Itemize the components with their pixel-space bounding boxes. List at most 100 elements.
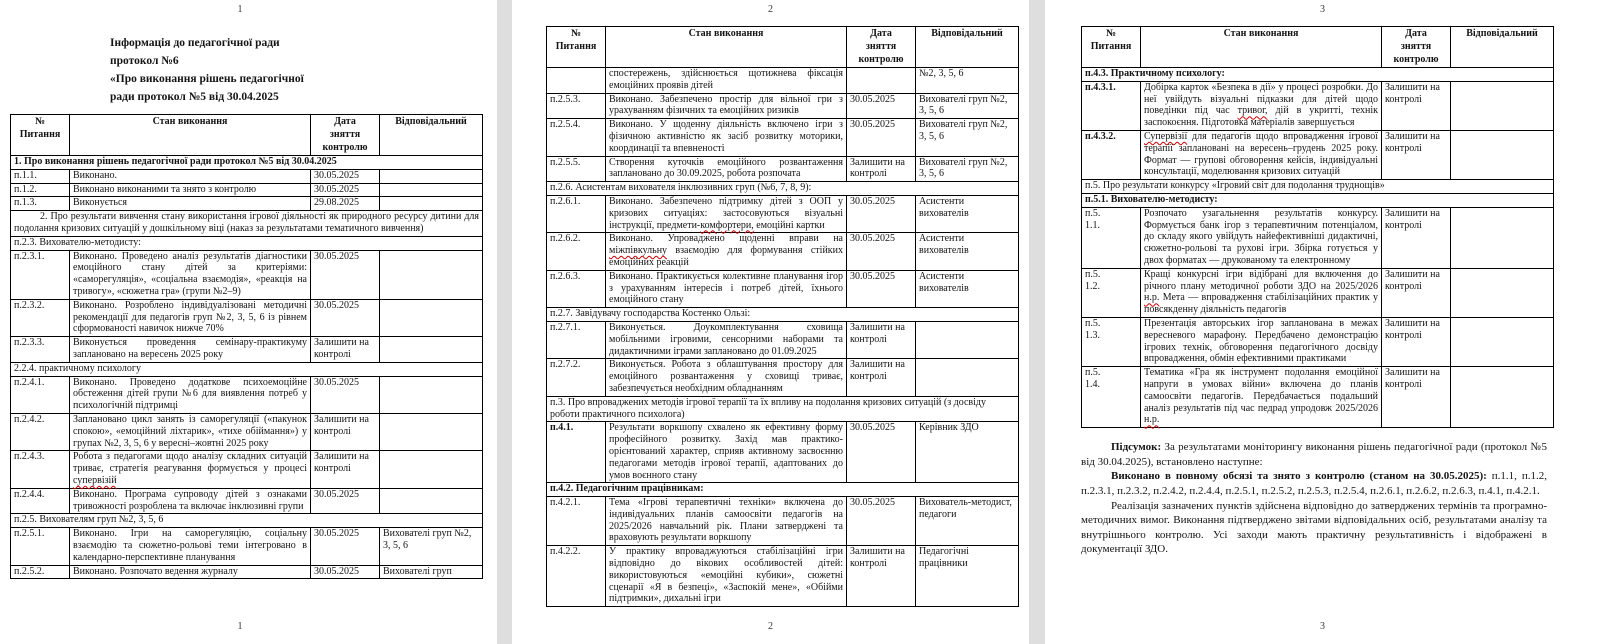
responsible-cell: Асистенти вихователів <box>915 269 1019 309</box>
status-cell: Виконано. Розроблено індивідуалізовані м… <box>69 298 311 338</box>
table-row: п.2.3.1. Виконано. Проведено аналіз резул… <box>10 249 483 300</box>
table-row: п.1.1. Виконано. 30.05.2025 <box>10 168 483 184</box>
text-segment: Презентація авторських ігор запланована … <box>1144 317 1378 365</box>
date-cell: Залишити на контролі <box>1381 80 1451 131</box>
text-segment: Виконано. Ігри на саморегуляцію, соціаль… <box>73 528 307 563</box>
page-number-header: 2 <box>768 4 773 15</box>
status-cell: Виконується. Робота з облаштування прост… <box>605 358 847 397</box>
item-number-cell: п.2.3.3. <box>10 336 70 363</box>
table-row: п.4.2.1. Тема «Ігрові терапевтичні технік… <box>546 496 1019 547</box>
section-title-cell: 1. Про виконання рішень педагогічної рад… <box>10 155 483 170</box>
text-segment: комфортери, <box>700 219 754 231</box>
section-title-cell: 2.2.4. практичному психологу <box>10 361 483 377</box>
table-row: п.2.4.4. Виконано. Програма супроводу діт… <box>10 487 483 515</box>
item-number-cell: п.2.4.1. <box>10 375 70 414</box>
item-number-cell: п.2.5.4. <box>546 118 606 157</box>
table-row: п.2.4.3. Робота з педагогами щодо аналізу… <box>10 450 483 489</box>
responsible-cell: Педагогічні працівники <box>915 545 1019 608</box>
item-number-cell: п.2.3.1. <box>10 249 70 300</box>
table-row: п.4.3.1. Добірка карток «Безпека в дії» у… <box>1081 80 1554 131</box>
table-row: п.4.3.2. Супервізії для педагогів щодо вп… <box>1081 129 1554 181</box>
date-cell <box>846 67 916 94</box>
text-segment: Виконано. Проведено додаткове психоемоці… <box>73 376 307 412</box>
page-number-header: 3 <box>1320 4 1325 15</box>
title-line: протокол №6 <box>110 55 179 67</box>
text-segment: Виконується. Доукомплектування сховища м… <box>609 321 843 357</box>
text-segment: Виконано. Забезпечено простір для вільно… <box>609 93 843 117</box>
responsible-cell: Вихователі груп <box>379 564 483 580</box>
section-row: п.2.3. Вихователю-методисту: <box>10 235 483 251</box>
status-cell: Виконується <box>69 196 311 212</box>
table-row: п.2.5.3. Виконано. Забезпечено простір дл… <box>546 92 1019 120</box>
text-segment: Виконується. Робота з облаштування прост… <box>609 359 843 394</box>
item-number-cell: п.2.3.2. <box>10 298 70 338</box>
responsible-cell <box>379 487 483 515</box>
item-number-cell: п.2.6.1. <box>546 194 606 234</box>
section-title-cell: п.2.7. Завідувачу господарства Костенко … <box>546 307 1019 322</box>
table-row: п.4.1. Результати воркшопу схвалено як еф… <box>546 421 1019 484</box>
page-number-footer: 3 <box>1320 621 1325 632</box>
responsible-cell <box>1450 366 1554 429</box>
column-header: № Питання <box>10 114 70 156</box>
section-row: 2. Про результати вивчення стану викорис… <box>10 210 483 237</box>
column-header: Дата зняття контролю <box>1381 26 1451 68</box>
table-row: п.2.4.1. Виконано. Проведено додаткове пс… <box>10 375 483 414</box>
responsible-cell <box>1450 206 1554 269</box>
status-cell: Виконано. Упроваджено щоденні вправи на … <box>605 232 847 271</box>
responsible-cell <box>379 336 483 363</box>
table-row: п.5. 1.2. Кращі конкурсні ігри відібрані … <box>1081 267 1554 318</box>
date-cell: Залишити на контролі <box>846 320 916 360</box>
summary-paragraph: Виконано в повному обсязі та знято з кон… <box>1081 469 1547 498</box>
table-row: п.2.5.4. Виконано. У щоденну діяльність в… <box>546 118 1019 157</box>
status-cell: Виконано. У щоденну діяльність включено … <box>605 118 847 157</box>
summary-paragraph: Реалізація зазначених пунктів здійснена … <box>1081 499 1547 558</box>
status-cell: Кращі конкурсні ігри відібрані для включ… <box>1140 267 1382 318</box>
table-row: п.5. 1.3. Презентація авторських ігор зап… <box>1081 316 1554 368</box>
date-cell: Залишити на контролі <box>846 358 916 397</box>
item-number-cell: п.5. 1.1. <box>1081 206 1141 269</box>
execution-table-page-2: № Питання Стан виконання Дата зняття контр… <box>546 26 1019 608</box>
responsible-cell: Вихователь-методист, педагоги <box>915 496 1019 547</box>
item-number-cell: п.2.5.3. <box>546 92 606 120</box>
item-number-cell: п.1.1. <box>10 168 70 184</box>
text-segment: Тема «Ігрові терапевтичні техніки» включ… <box>609 497 843 544</box>
status-cell: Виконано. Програма супроводу дітей з озн… <box>69 487 311 515</box>
title-line: ради протокол №5 від 30.04.2025 <box>110 91 279 103</box>
table-row: п.2.5.5. Створення куточків емоційного ро… <box>546 155 1019 183</box>
table-row: п.4.2.2. У практику впроваджуються стабіл… <box>546 545 1019 608</box>
text-segment: Робота з педагогами щодо аналізу складни… <box>73 451 307 475</box>
status-cell: Виконано. <box>69 168 311 184</box>
text-segment: Кращі конкурсні ігри відібрані для включ… <box>1144 268 1378 292</box>
item-number-cell: п.2.5.2. <box>10 564 70 580</box>
document-title: Інформація до педагогічної ради протокол … <box>110 34 354 106</box>
text-segment: дій в укритті, технік заспокоєння. Підго… <box>1144 105 1378 129</box>
responsible-cell <box>379 412 483 452</box>
date-cell: Залишити на контролі <box>1381 366 1451 429</box>
table-header-row: № Питання Стан виконання Дата зняття контр… <box>1081 26 1554 68</box>
item-number-cell: п.2.6.2. <box>546 232 606 271</box>
date-cell: 30.05.2025 <box>310 249 380 300</box>
date-cell: Залишити на контролі <box>1381 206 1451 269</box>
status-cell: Результати воркшопу схвалено як ефективн… <box>605 421 847 484</box>
status-cell: Виконано. Проведено аналіз результатів д… <box>69 249 311 300</box>
text-segment: Виконано. У щоденну діяльність включено … <box>609 119 843 154</box>
date-cell: 30.05.2025 <box>846 421 916 484</box>
table-row: спостережень, здійснюється щотижнева фік… <box>546 67 1019 94</box>
section-row: п.5. Про результати конкурсу «Ігровий св… <box>1081 179 1554 194</box>
table-row: п.2.4.2. Заплановано цикл занять із самор… <box>10 412 483 452</box>
status-cell: У практику впроваджуються стабілізаційні… <box>605 545 847 608</box>
date-cell: 30.05.2025 <box>846 496 916 547</box>
responsible-cell <box>379 249 483 300</box>
text-segment: н.р. <box>1144 414 1160 426</box>
responsible-cell: Керівник ЗДО <box>915 421 1019 484</box>
status-cell: Створення куточків емоційного розвантаже… <box>605 155 847 183</box>
date-cell: 30.05.2025 <box>310 375 380 414</box>
section-row: п.4.3. Практичному психологу: <box>1081 67 1554 82</box>
item-number-cell: п.4.3.1. <box>1081 80 1141 131</box>
text-segment: Результати воркшопу схвалено як ефективн… <box>609 422 843 481</box>
status-cell: Тематика «Гра як інструмент подолання ем… <box>1140 366 1382 429</box>
responsible-cell: Асистенти вихователів <box>915 194 1019 234</box>
date-cell: 30.05.2025 <box>846 269 916 309</box>
status-cell: Виконано виконаними та знято з контролю <box>69 182 311 198</box>
status-cell: Виконано. Ігри на саморегуляцію, соціаль… <box>69 527 311 566</box>
